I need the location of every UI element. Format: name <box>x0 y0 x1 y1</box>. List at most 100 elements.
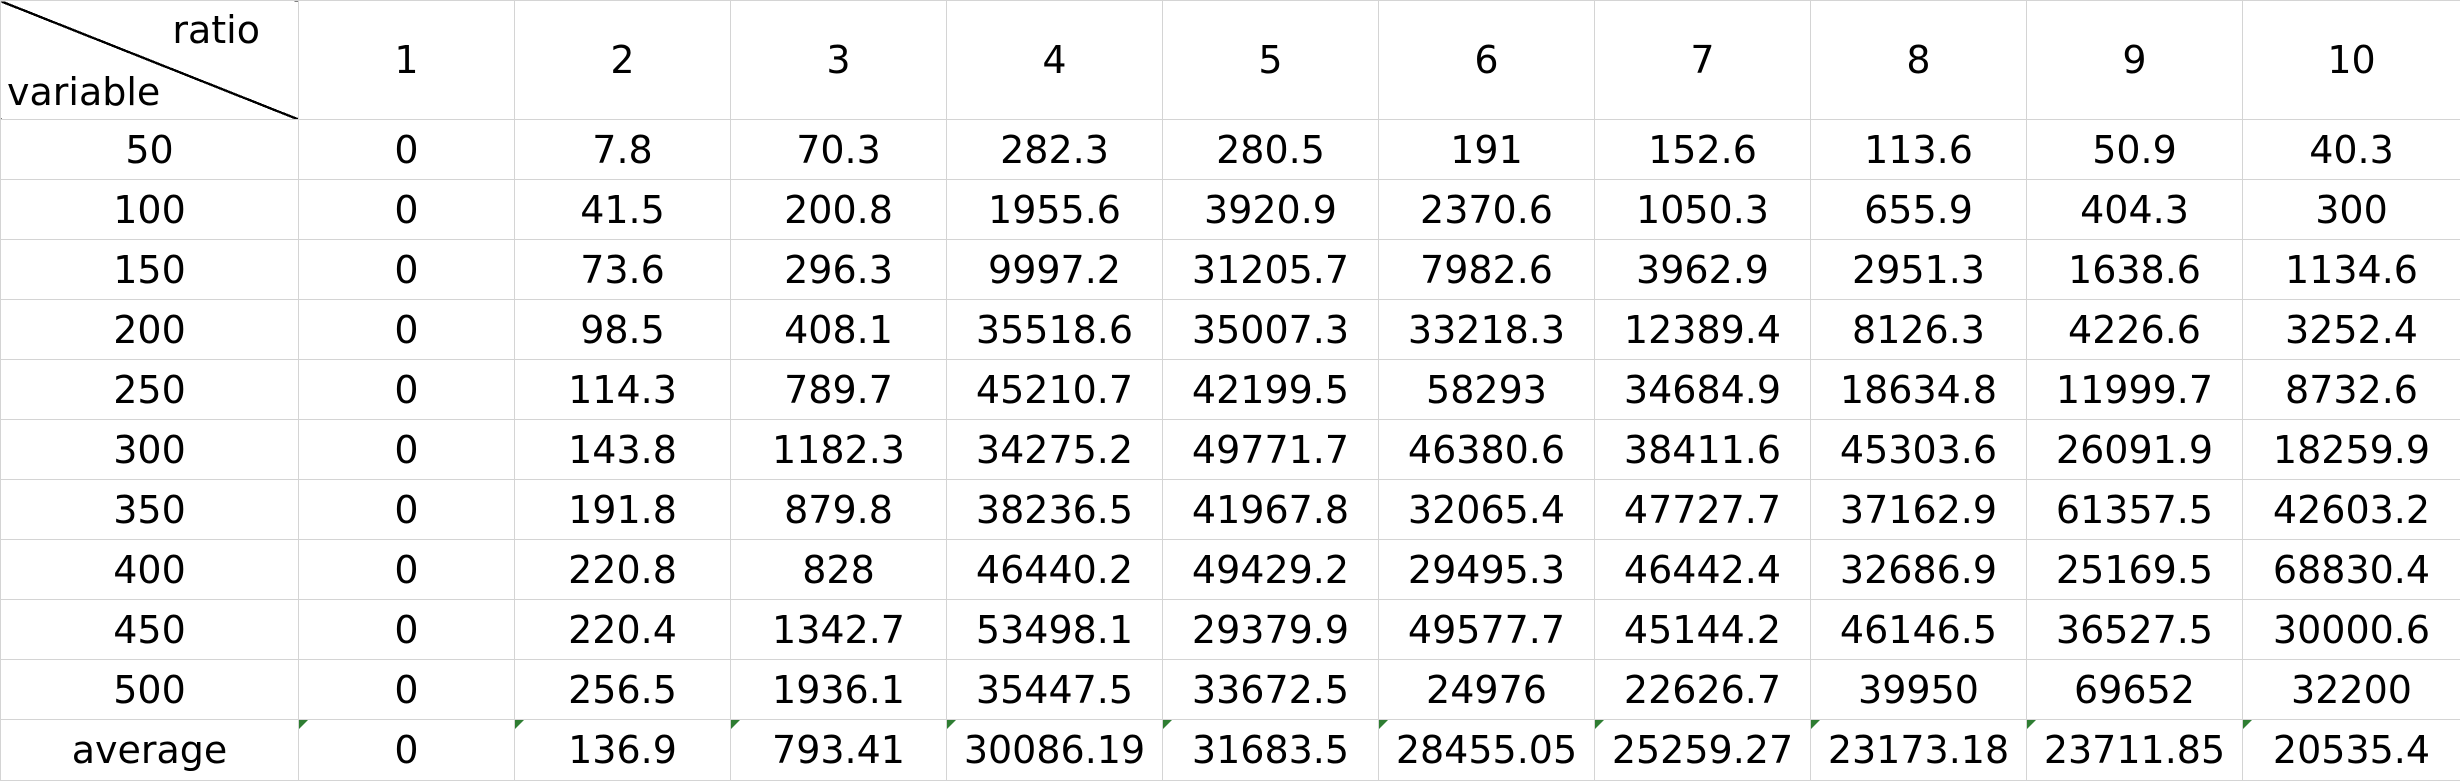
data-cell[interactable]: 256.5 <box>515 660 731 720</box>
data-cell[interactable]: 35518.6 <box>947 300 1163 360</box>
data-cell[interactable]: 280.5 <box>1163 120 1379 180</box>
data-cell[interactable]: 1134.6 <box>2243 240 2460 300</box>
column-header-3[interactable]: 3 <box>731 1 947 120</box>
data-cell[interactable]: 200.8 <box>731 180 947 240</box>
data-cell[interactable]: 8126.3 <box>1811 300 2027 360</box>
average-label-cell[interactable]: average <box>1 720 299 781</box>
data-cell[interactable]: 58293 <box>1379 360 1595 420</box>
data-cell[interactable]: 34684.9 <box>1595 360 1811 420</box>
average-cell[interactable]: 28455.05 <box>1379 720 1595 781</box>
average-cell[interactable]: 23173.18 <box>1811 720 2027 781</box>
corner-header-cell[interactable]: ratio variable <box>1 1 299 120</box>
data-cell[interactable]: 35007.3 <box>1163 300 1379 360</box>
data-cell[interactable]: 39950 <box>1811 660 2027 720</box>
data-cell[interactable]: 70.3 <box>731 120 947 180</box>
data-cell[interactable]: 1955.6 <box>947 180 1163 240</box>
column-header-1[interactable]: 1 <box>299 1 515 120</box>
data-cell[interactable]: 655.9 <box>1811 180 2027 240</box>
data-cell[interactable]: 9997.2 <box>947 240 1163 300</box>
data-cell[interactable]: 35447.5 <box>947 660 1163 720</box>
data-cell[interactable]: 152.6 <box>1595 120 1811 180</box>
data-cell[interactable]: 49771.7 <box>1163 420 1379 480</box>
data-cell[interactable]: 42199.5 <box>1163 360 1379 420</box>
average-cell[interactable]: 793.41 <box>731 720 947 781</box>
row-label-cell[interactable]: 350 <box>1 480 299 540</box>
average-cell[interactable]: 23711.85 <box>2027 720 2243 781</box>
data-cell[interactable]: 34275.2 <box>947 420 1163 480</box>
data-cell[interactable]: 1638.6 <box>2027 240 2243 300</box>
data-cell[interactable]: 38236.5 <box>947 480 1163 540</box>
data-cell[interactable]: 0 <box>299 540 515 600</box>
data-cell[interactable]: 2951.3 <box>1811 240 2027 300</box>
data-cell[interactable]: 37162.9 <box>1811 480 2027 540</box>
data-cell[interactable]: 0 <box>299 600 515 660</box>
data-cell[interactable]: 220.8 <box>515 540 731 600</box>
average-cell[interactable]: 136.9 <box>515 720 731 781</box>
column-header-6[interactable]: 6 <box>1379 1 1595 120</box>
data-cell[interactable]: 2370.6 <box>1379 180 1595 240</box>
data-cell[interactable]: 1342.7 <box>731 600 947 660</box>
data-cell[interactable]: 61357.5 <box>2027 480 2243 540</box>
data-cell[interactable]: 12389.4 <box>1595 300 1811 360</box>
data-cell[interactable]: 113.6 <box>1811 120 2027 180</box>
data-cell[interactable]: 46440.2 <box>947 540 1163 600</box>
data-cell[interactable]: 18634.8 <box>1811 360 2027 420</box>
data-cell[interactable]: 42603.2 <box>2243 480 2460 540</box>
data-cell[interactable]: 789.7 <box>731 360 947 420</box>
data-cell[interactable]: 29379.9 <box>1163 600 1379 660</box>
data-cell[interactable]: 38411.6 <box>1595 420 1811 480</box>
data-cell[interactable]: 32065.4 <box>1379 480 1595 540</box>
data-cell[interactable]: 45303.6 <box>1811 420 2027 480</box>
data-cell[interactable]: 300 <box>2243 180 2460 240</box>
data-cell[interactable]: 69652 <box>2027 660 2243 720</box>
data-cell[interactable]: 143.8 <box>515 420 731 480</box>
data-cell[interactable]: 220.4 <box>515 600 731 660</box>
data-cell[interactable]: 3920.9 <box>1163 180 1379 240</box>
data-cell[interactable]: 68830.4 <box>2243 540 2460 600</box>
data-cell[interactable]: 53498.1 <box>947 600 1163 660</box>
column-header-5[interactable]: 5 <box>1163 1 1379 120</box>
data-cell[interactable]: 24976 <box>1379 660 1595 720</box>
row-label-cell[interactable]: 300 <box>1 420 299 480</box>
data-cell[interactable]: 828 <box>731 540 947 600</box>
data-cell[interactable]: 49429.2 <box>1163 540 1379 600</box>
data-cell[interactable]: 404.3 <box>2027 180 2243 240</box>
average-cell[interactable]: 31683.5 <box>1163 720 1379 781</box>
data-cell[interactable]: 40.3 <box>2243 120 2460 180</box>
data-cell[interactable]: 45210.7 <box>947 360 1163 420</box>
data-cell[interactable]: 3962.9 <box>1595 240 1811 300</box>
row-label-cell[interactable]: 50 <box>1 120 299 180</box>
data-cell[interactable]: 50.9 <box>2027 120 2243 180</box>
row-label-cell[interactable]: 250 <box>1 360 299 420</box>
data-cell[interactable]: 33218.3 <box>1379 300 1595 360</box>
data-cell[interactable]: 29495.3 <box>1379 540 1595 600</box>
data-cell[interactable]: 45144.2 <box>1595 600 1811 660</box>
data-cell[interactable]: 8732.6 <box>2243 360 2460 420</box>
data-cell[interactable]: 191.8 <box>515 480 731 540</box>
data-cell[interactable]: 46442.4 <box>1595 540 1811 600</box>
average-cell[interactable]: 25259.27 <box>1595 720 1811 781</box>
data-cell[interactable]: 1050.3 <box>1595 180 1811 240</box>
row-label-cell[interactable]: 400 <box>1 540 299 600</box>
data-cell[interactable]: 4226.6 <box>2027 300 2243 360</box>
data-cell[interactable]: 879.8 <box>731 480 947 540</box>
data-cell[interactable]: 0 <box>299 300 515 360</box>
data-cell[interactable]: 0 <box>299 240 515 300</box>
data-cell[interactable]: 25169.5 <box>2027 540 2243 600</box>
data-cell[interactable]: 0 <box>299 360 515 420</box>
data-cell[interactable]: 0 <box>299 480 515 540</box>
data-cell[interactable]: 7.8 <box>515 120 731 180</box>
data-cell[interactable]: 36527.5 <box>2027 600 2243 660</box>
data-cell[interactable]: 408.1 <box>731 300 947 360</box>
data-cell[interactable]: 296.3 <box>731 240 947 300</box>
data-cell[interactable]: 18259.9 <box>2243 420 2460 480</box>
data-cell[interactable]: 0 <box>299 120 515 180</box>
average-cell[interactable]: 30086.19 <box>947 720 1163 781</box>
data-cell[interactable]: 32686.9 <box>1811 540 2027 600</box>
average-cell[interactable]: 0 <box>299 720 515 781</box>
row-label-cell[interactable]: 100 <box>1 180 299 240</box>
data-cell[interactable]: 3252.4 <box>2243 300 2460 360</box>
data-cell[interactable]: 98.5 <box>515 300 731 360</box>
data-cell[interactable]: 49577.7 <box>1379 600 1595 660</box>
data-cell[interactable]: 46146.5 <box>1811 600 2027 660</box>
